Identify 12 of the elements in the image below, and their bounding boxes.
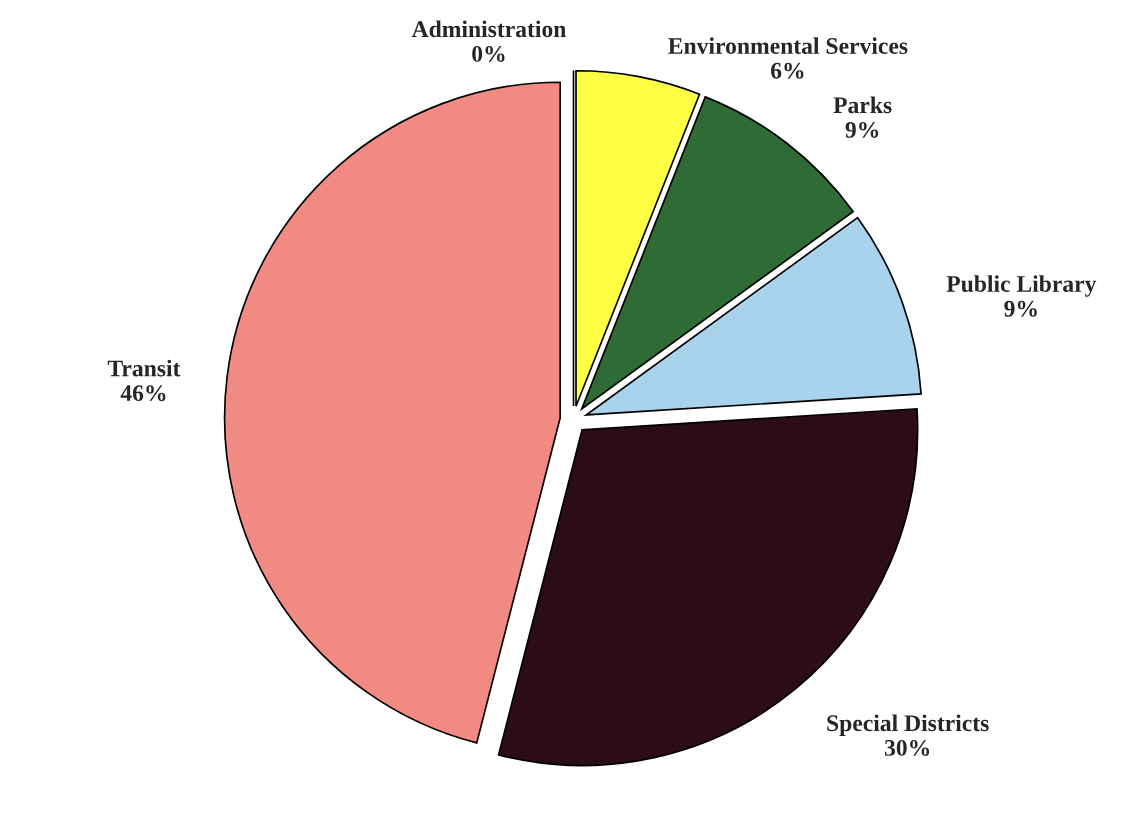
slice-label: Public Library — [946, 275, 1097, 297]
data-label: 46% — [120, 385, 166, 402]
data-label: 9% — [845, 121, 879, 138]
data-label: 6% — [771, 62, 804, 79]
data-label: 30% — [884, 739, 930, 756]
slice-label: Transit — [107, 359, 181, 377]
text: 0% — [472, 45, 505, 62]
slice-label: Parks — [833, 96, 892, 114]
data-label: 9% — [1004, 300, 1037, 317]
slice-label: Environmental Services — [668, 37, 908, 54]
category-label: Administration — [411, 20, 567, 38]
slice-label: Special Districts — [827, 714, 989, 736]
